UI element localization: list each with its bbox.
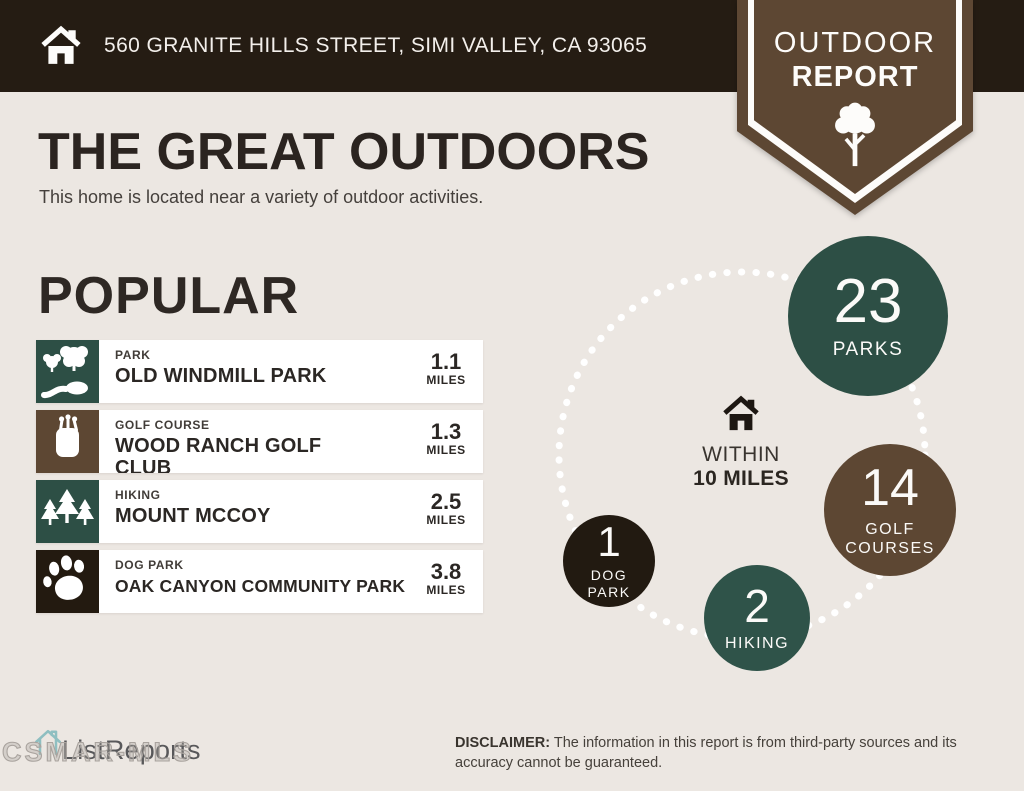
poi-category: HIKING bbox=[115, 488, 161, 502]
poi-name: MOUNT MCCOY bbox=[115, 505, 271, 527]
bubble-golf-courses: 14 GOLF COURSES bbox=[824, 444, 956, 576]
bubble-label: DOG PARK bbox=[587, 567, 631, 600]
poi-distance-unit: MILES bbox=[426, 583, 466, 597]
poi-distance: 3.8 MILES bbox=[409, 550, 483, 613]
poi-distance-unit: MILES bbox=[426, 513, 466, 527]
bubble-count: 14 bbox=[861, 459, 919, 517]
disclaimer: DISCLAIMER: The information in this repo… bbox=[455, 734, 989, 773]
disclaimer-label: DISCLAIMER: bbox=[455, 735, 551, 751]
poi-category: GOLF COURSE bbox=[115, 418, 210, 432]
bubble-parks: 23 PARKS bbox=[788, 236, 948, 396]
badge-content: OUTDOOR REPORT bbox=[737, 0, 973, 179]
radius-label-miles: 10 MILES bbox=[693, 467, 789, 490]
poi-distance-value: 3.8 bbox=[430, 559, 462, 584]
poi-distance-value: 1.1 bbox=[430, 349, 462, 374]
bubble-label: GOLF COURSES bbox=[845, 521, 935, 557]
poi-text: GOLF COURSE WOOD RANCH GOLF CLUB bbox=[99, 410, 409, 473]
tree-icon bbox=[835, 102, 875, 167]
poi-distance: 1.1 MILES bbox=[409, 340, 483, 403]
bubble-hiking: 2 HIKING bbox=[704, 565, 810, 671]
golf-bag-icon bbox=[36, 410, 99, 473]
poi-name: OAK CANYON COMMUNITY PARK bbox=[115, 576, 406, 596]
poi-row-park: PARK OLD WINDMILL PARK 1.1 MILES bbox=[36, 340, 483, 403]
poi-row-golf: GOLF COURSE WOOD RANCH GOLF CLUB 1.3 MIL… bbox=[36, 410, 483, 473]
poi-category: DOG PARK bbox=[115, 558, 184, 572]
poi-row-dogpark: DOG PARK OAK CANYON COMMUNITY PARK 3.8 M… bbox=[36, 550, 483, 613]
poi-text: PARK OLD WINDMILL PARK bbox=[99, 340, 409, 403]
poi-text: DOG PARK OAK CANYON COMMUNITY PARK bbox=[99, 550, 409, 613]
park-trees-icon bbox=[36, 340, 99, 403]
poi-row-hiking: HIKING MOUNT MCCOY 2.5 MILES bbox=[36, 480, 483, 543]
badge-title-line1: OUTDOOR bbox=[773, 27, 937, 59]
poi-distance: 2.5 MILES bbox=[409, 480, 483, 543]
poi-name: OLD WINDMILL PARK bbox=[115, 365, 327, 387]
property-address: 560 GRANITE HILLS STREET, SIMI VALLEY, C… bbox=[104, 34, 648, 57]
page-subtitle: This home is located near a variety of o… bbox=[39, 187, 484, 207]
badge-title-line2: REPORT bbox=[791, 61, 919, 93]
popular-heading: POPULAR bbox=[38, 267, 300, 325]
watermark: CSMAR-MLS bbox=[1, 736, 194, 767]
bubble-label: HIKING bbox=[724, 635, 790, 652]
bubble-count: 1 bbox=[597, 518, 621, 565]
listreports-logo: ListReports bbox=[62, 735, 201, 765]
poi-distance-value: 2.5 bbox=[430, 489, 462, 514]
poi-name: WOOD RANCH GOLF CLUB bbox=[115, 435, 322, 473]
poi-list: PARK OLD WINDMILL PARK 1.1 MILES GOLF CO bbox=[36, 340, 483, 620]
pine-trees-icon bbox=[36, 480, 99, 543]
poi-category: PARK bbox=[115, 348, 151, 362]
poi-distance-value: 1.3 bbox=[430, 419, 462, 444]
bubble-count: 23 bbox=[833, 267, 903, 336]
radius-label-within: WITHIN bbox=[702, 443, 780, 466]
paw-icon bbox=[36, 550, 99, 613]
bubble-dog-park: 1 DOG PARK bbox=[563, 515, 655, 607]
poi-distance-unit: MILES bbox=[426, 373, 466, 387]
listreports-house-icon bbox=[34, 729, 62, 755]
poi-distance: 1.3 MILES bbox=[409, 410, 483, 473]
poi-distance-unit: MILES bbox=[426, 443, 466, 457]
home-marker-icon bbox=[723, 395, 759, 431]
outdoor-report-badge: OUTDOOR REPORT bbox=[737, 0, 973, 215]
poi-text: HIKING MOUNT MCCOY bbox=[99, 480, 409, 543]
disclaimer-text: The information in this report is from t… bbox=[455, 735, 957, 771]
page-title: THE GREAT OUTDOORS bbox=[38, 123, 650, 181]
bubble-label: PARKS bbox=[832, 339, 904, 360]
home-icon bbox=[41, 25, 81, 64]
radius-center-marker: WITHIN 10 MILES bbox=[660, 395, 822, 491]
bubble-count: 2 bbox=[744, 580, 770, 632]
